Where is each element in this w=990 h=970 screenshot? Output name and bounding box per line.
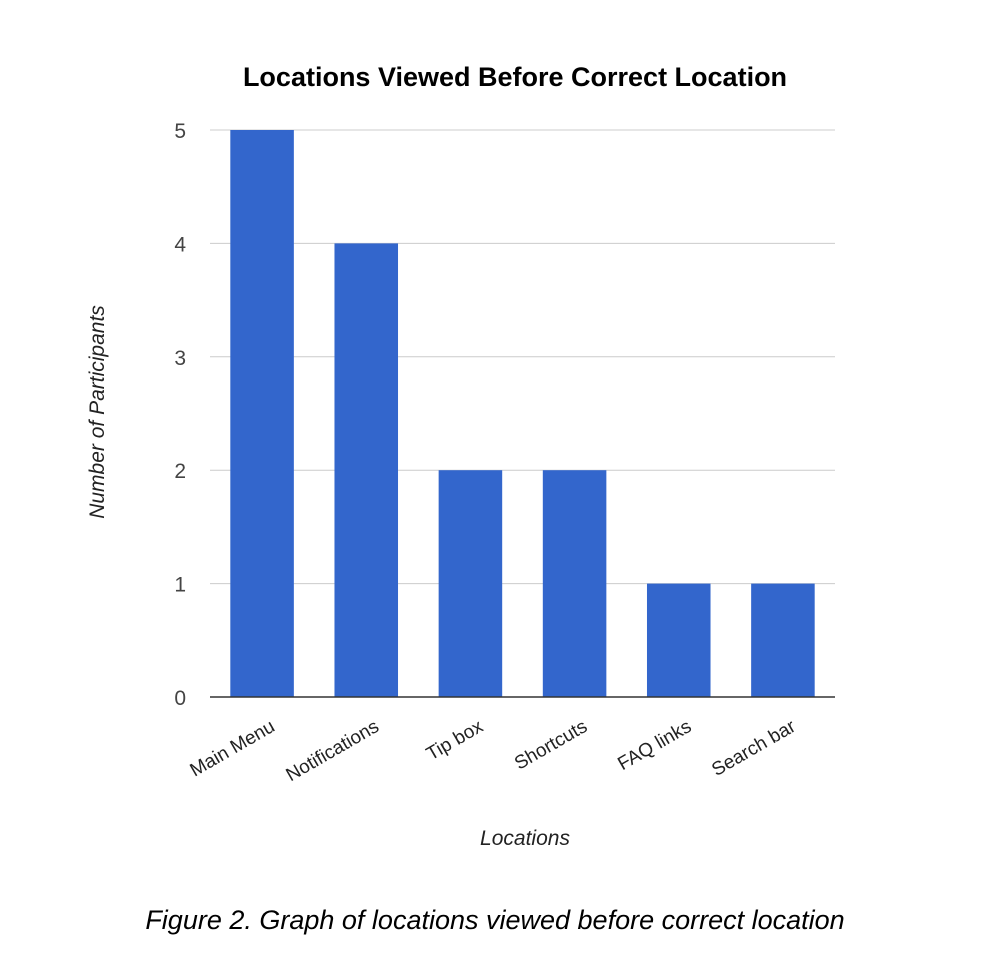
y-tick-label: 5 [174,120,186,143]
x-axis-ticks: Main Menu Notifications Tip box Shortcuts FA… [187,716,800,786]
y-tick-label: 3 [174,347,186,370]
x-tick-label: FAQ links [614,716,695,775]
bar [230,130,294,697]
y-axis-ticks: 0 1 2 3 4 5 [174,120,186,710]
x-tick-label: Notifications [283,716,383,786]
x-tick-label: Search bar [708,716,800,781]
bar-chart: Locations Viewed Before Correct Location… [86,62,835,850]
bars [230,130,815,697]
x-tick-label: Tip box [423,716,487,765]
bar [646,583,711,697]
y-tick-label: 4 [174,233,186,256]
x-tick-label: Main Menu [187,716,279,781]
bar [542,470,607,697]
x-axis-label: Locations [480,827,570,850]
y-tick-label: 2 [174,460,186,483]
y-tick-label: 0 [174,687,186,710]
bar [751,583,815,697]
bar [438,470,503,697]
figure-caption: Figure 2. Graph of locations viewed befo… [145,905,845,935]
x-tick-label: Shortcuts [511,716,591,774]
y-axis-label: Number of Participants [86,305,109,519]
gridlines [210,129,835,585]
chart-title: Locations Viewed Before Correct Location [243,62,787,92]
y-tick-label: 1 [174,574,186,597]
bar [334,243,399,697]
